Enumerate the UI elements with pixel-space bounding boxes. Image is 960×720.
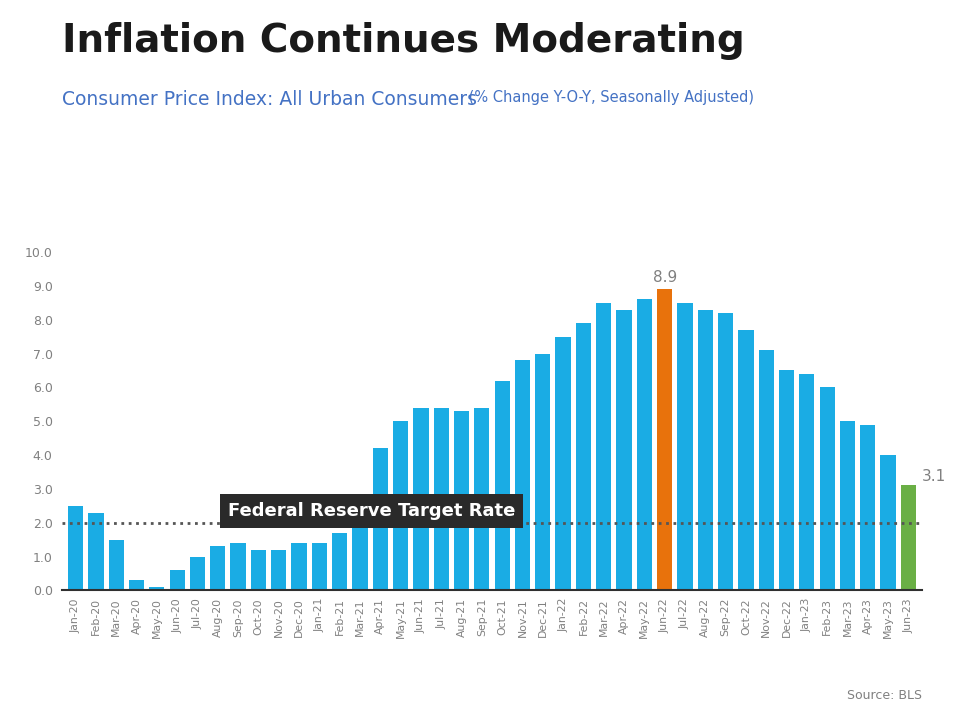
Bar [576, 323, 591, 590]
Bar [758, 350, 774, 590]
Bar [596, 302, 612, 590]
Bar [372, 449, 388, 590]
Bar [352, 503, 368, 590]
Text: Inflation Continues Moderating: Inflation Continues Moderating [62, 22, 745, 60]
Text: 3.1: 3.1 [922, 469, 946, 484]
Bar [68, 505, 84, 590]
Bar [251, 550, 266, 590]
Bar [312, 543, 327, 590]
Bar [515, 360, 530, 590]
Bar [678, 302, 692, 590]
Bar [779, 371, 794, 590]
Text: Consumer Price Index: All Urban Consumers: Consumer Price Index: All Urban Consumer… [62, 90, 477, 109]
Bar [108, 540, 124, 590]
Bar [210, 546, 226, 590]
Bar [230, 543, 246, 590]
Bar [860, 425, 876, 590]
Bar [718, 313, 733, 590]
Bar [190, 557, 205, 590]
Bar [393, 421, 408, 590]
Bar [900, 485, 916, 590]
Text: Federal Reserve Target Rate: Federal Reserve Target Rate [228, 502, 516, 520]
Bar [434, 408, 449, 590]
Bar [556, 337, 570, 590]
Bar [494, 381, 510, 590]
Bar [454, 411, 469, 590]
Bar [657, 289, 672, 590]
Bar [129, 580, 144, 590]
Bar [474, 408, 490, 590]
Text: (% Change Y-O-Y, Seasonally Adjusted): (% Change Y-O-Y, Seasonally Adjusted) [464, 90, 754, 105]
Bar [332, 533, 348, 590]
Bar [698, 310, 713, 590]
Bar [616, 310, 632, 590]
Bar [880, 455, 896, 590]
Bar [170, 570, 184, 590]
Bar [271, 550, 286, 590]
Bar [149, 587, 164, 590]
Bar [636, 300, 652, 590]
Bar [414, 408, 428, 590]
Bar [820, 387, 835, 590]
Bar [840, 421, 855, 590]
Bar [800, 374, 814, 590]
Bar [292, 543, 306, 590]
Bar [738, 330, 754, 590]
Bar [88, 513, 104, 590]
Text: 8.9: 8.9 [653, 270, 677, 285]
Text: Source: BLS: Source: BLS [847, 689, 922, 702]
Bar [535, 354, 550, 590]
